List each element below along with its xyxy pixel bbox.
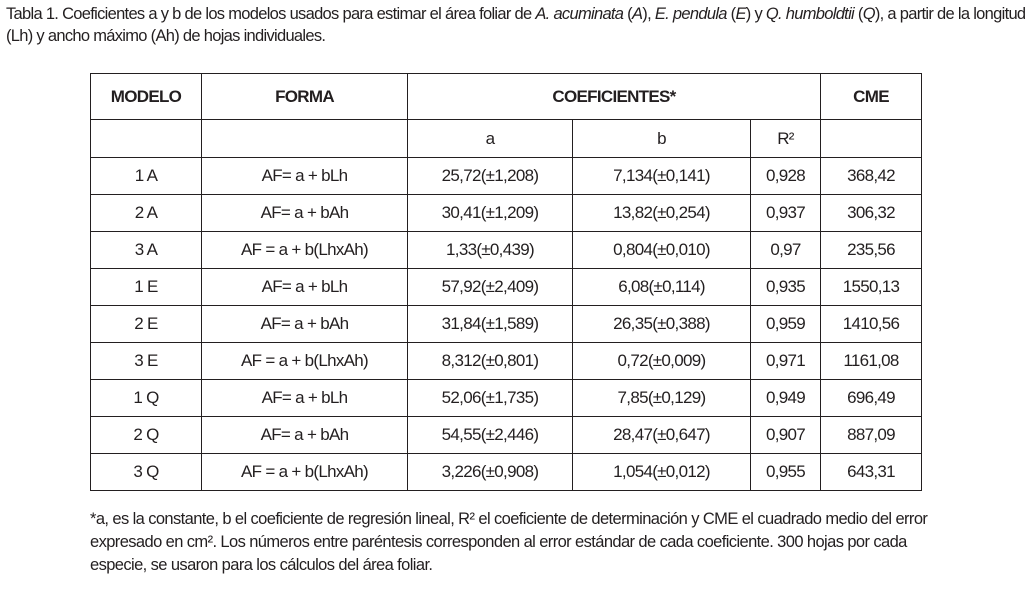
table-row: 1 E AF= a + bLh 57,92(±2,409) 6,08(±0,114) 0… bbox=[90, 268, 922, 306]
cell-b: 13,82(±0,254) bbox=[572, 194, 751, 232]
table-row: 2 A AF= a + bAh 30,41(±1,209) 13,82(±0,254)… bbox=[90, 194, 922, 232]
cell-r2: 0,97 bbox=[750, 231, 821, 269]
cell-modelo: 3 Q bbox=[90, 453, 202, 491]
cell-a: 31,84(±1,589) bbox=[407, 305, 573, 343]
cell-forma: AF= a + bAh bbox=[201, 305, 408, 343]
cell-modelo: 2 E bbox=[90, 305, 202, 343]
cell-a: 8,312(±0,801) bbox=[407, 342, 573, 380]
cell-b: 1,054(±0,012) bbox=[572, 453, 751, 491]
cell-r2: 0,937 bbox=[750, 194, 821, 232]
cell-r2: 0,971 bbox=[750, 342, 821, 380]
caption-text: ( bbox=[623, 5, 632, 23]
table-row: 1 Q AF= a + bLh 52,06(±1,735) 7,85(±0,129) 0… bbox=[90, 379, 922, 417]
caption-text: ), a partir de la longitud (Lh) y ancho … bbox=[6, 5, 1026, 45]
cell-modelo: 1 E bbox=[90, 268, 202, 306]
cell-a: 3,226(±0,908) bbox=[407, 453, 573, 491]
header-row: MODELO FORMA COEFICIENTES* CME bbox=[90, 73, 922, 120]
cell-r2: 0,959 bbox=[750, 305, 821, 343]
cell-forma: AF = a + b(LhxAh) bbox=[201, 342, 408, 380]
cell-cme: 1550,13 bbox=[820, 268, 922, 306]
subheader-b: b bbox=[572, 119, 751, 158]
cell-b: 26,35(±0,388) bbox=[572, 305, 751, 343]
subheader-a: a bbox=[407, 119, 573, 158]
table-row: 3 E AF = a + b(LhxAh) 8,312(±0,801) 0,72(±0… bbox=[90, 342, 922, 380]
cell-b: 0,804(±0,010) bbox=[572, 231, 751, 269]
cell-a: 30,41(±1,209) bbox=[407, 194, 573, 232]
subheader-empty bbox=[201, 119, 408, 158]
cell-cme: 306,32 bbox=[820, 194, 922, 232]
cell-b: 7,134(±0,141) bbox=[572, 157, 751, 195]
species-name: E. pendula bbox=[654, 5, 728, 23]
cell-r2: 0,907 bbox=[750, 416, 821, 454]
cell-a: 57,92(±2,409) bbox=[407, 268, 573, 306]
header-forma: FORMA bbox=[201, 73, 408, 120]
table-row: 3 Q AF = a + b(LhxAh) 3,226(±0,908) 1,054(±… bbox=[90, 453, 922, 491]
cell-cme: 1410,56 bbox=[820, 305, 922, 343]
caption-text: ( bbox=[854, 5, 863, 23]
cell-r2: 0,935 bbox=[750, 268, 821, 306]
cell-modelo: 2 A bbox=[90, 194, 202, 232]
subheader-empty bbox=[820, 119, 922, 158]
cell-cme: 235,56 bbox=[820, 231, 922, 269]
caption-text: Tabla 1. Coeficientes a y b de los model… bbox=[6, 5, 536, 23]
coefficients-table: MODELO FORMA COEFICIENTES* CME a b R² 1 … bbox=[90, 73, 922, 491]
table-caption: Tabla 1. Coeficientes a y b de los model… bbox=[6, 3, 1026, 47]
caption-text: ), bbox=[642, 5, 655, 23]
cell-forma: AF= a + bAh bbox=[201, 416, 408, 454]
header-cme: CME bbox=[820, 73, 922, 120]
subheader-empty bbox=[90, 119, 202, 158]
cell-b: 0,72(±0,009) bbox=[572, 342, 751, 380]
table-row: 2 Q AF= a + bAh 54,55(±2,446) 28,47(±0,647)… bbox=[90, 416, 922, 454]
cell-cme: 696,49 bbox=[820, 379, 922, 417]
species-code: A bbox=[631, 5, 643, 23]
species-name: A. acuminata bbox=[535, 5, 624, 23]
cell-a: 52,06(±1,735) bbox=[407, 379, 573, 417]
subheader-r2: R² bbox=[750, 119, 821, 158]
cell-forma: AF = a + b(LhxAh) bbox=[201, 231, 408, 269]
cell-cme: 643,31 bbox=[820, 453, 922, 491]
table-row: 1 A AF= a + bLh 25,72(±1,208) 7,134(±0,141)… bbox=[90, 157, 922, 195]
cell-forma: AF= a + bLh bbox=[201, 268, 408, 306]
cell-cme: 887,09 bbox=[820, 416, 922, 454]
species-code: E bbox=[735, 5, 746, 23]
cell-modelo: 1 Q bbox=[90, 379, 202, 417]
header-modelo: MODELO bbox=[90, 73, 202, 120]
cell-r2: 0,955 bbox=[750, 453, 821, 491]
cell-forma: AF= a + bAh bbox=[201, 194, 408, 232]
table-row: 2 E AF= a + bAh 31,84(±1,589) 26,35(±0,388)… bbox=[90, 305, 922, 343]
cell-cme: 1161,08 bbox=[820, 342, 922, 380]
cell-a: 54,55(±2,446) bbox=[407, 416, 573, 454]
cell-r2: 0,949 bbox=[750, 379, 821, 417]
cell-a: 25,72(±1,208) bbox=[407, 157, 573, 195]
caption-text: ) y bbox=[745, 5, 766, 23]
subheader-row: a b R² bbox=[90, 119, 922, 158]
cell-modelo: 3 A bbox=[90, 231, 202, 269]
caption-text: ( bbox=[726, 5, 736, 23]
cell-b: 28,47(±0,647) bbox=[572, 416, 751, 454]
cell-cme: 368,42 bbox=[820, 157, 922, 195]
cell-forma: AF= a + bLh bbox=[201, 379, 408, 417]
cell-forma: AF= a + bLh bbox=[201, 157, 408, 195]
header-coeficientes: COEFICIENTES* bbox=[407, 73, 821, 120]
cell-modelo: 1 A bbox=[90, 157, 202, 195]
cell-modelo: 3 E bbox=[90, 342, 202, 380]
table-footnote: *a, es la constante, b el coeficiente de… bbox=[90, 510, 928, 574]
cell-r2: 0,928 bbox=[750, 157, 821, 195]
species-code: Q bbox=[862, 5, 876, 23]
table-row: 3 A AF = a + b(LhxAh) 1,33(±0,439) 0,804(±0… bbox=[90, 231, 922, 269]
cell-a: 1,33(±0,439) bbox=[407, 231, 573, 269]
cell-forma: AF = a + b(LhxAh) bbox=[201, 453, 408, 491]
cell-b: 7,85(±0,129) bbox=[572, 379, 751, 417]
species-name: Q. humboldtii bbox=[765, 5, 855, 23]
cell-b: 6,08(±0,114) bbox=[572, 268, 751, 306]
cell-modelo: 2 Q bbox=[90, 416, 202, 454]
